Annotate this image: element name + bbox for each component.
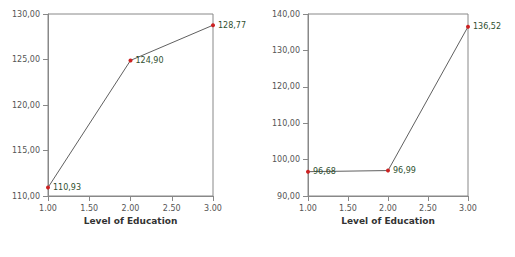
svg-text:140,00: 140,00 <box>272 10 300 19</box>
svg-text:1.50: 1.50 <box>339 204 357 213</box>
svg-text:Level of Education: Level of Education <box>341 216 435 226</box>
svg-text:1.00: 1.00 <box>299 204 317 213</box>
svg-text:136,52: 136,52 <box>473 22 501 31</box>
svg-text:110,93: 110,93 <box>53 183 81 192</box>
svg-text:130,00: 130,00 <box>12 10 40 19</box>
svg-text:96,68: 96,68 <box>313 167 336 176</box>
svg-text:124,90: 124,90 <box>136 56 164 65</box>
svg-text:128,77: 128,77 <box>218 21 246 30</box>
svg-text:130,00: 130,00 <box>272 46 300 55</box>
svg-text:96,99: 96,99 <box>393 166 416 175</box>
svg-text:115,00: 115,00 <box>12 146 40 155</box>
svg-text:120,00: 120,00 <box>272 82 300 91</box>
svg-text:2.00: 2.00 <box>122 204 140 213</box>
svg-text:3.00: 3.00 <box>204 204 222 213</box>
svg-text:2.50: 2.50 <box>163 204 181 213</box>
svg-text:2.00: 2.00 <box>379 204 397 213</box>
svg-text:100,00: 100,00 <box>272 155 300 164</box>
svg-text:110,00: 110,00 <box>272 119 300 128</box>
svg-text:1.00: 1.00 <box>39 204 57 213</box>
svg-text:3.00: 3.00 <box>459 204 477 213</box>
svg-text:2.50: 2.50 <box>419 204 437 213</box>
svg-text:90,00: 90,00 <box>277 192 300 201</box>
svg-text:120,00: 120,00 <box>12 101 40 110</box>
svg-text:Level of Education: Level of Education <box>84 216 178 226</box>
svg-text:110,00: 110,00 <box>12 192 40 201</box>
svg-text:1.50: 1.50 <box>80 204 98 213</box>
svg-text:125,00: 125,00 <box>12 55 40 64</box>
